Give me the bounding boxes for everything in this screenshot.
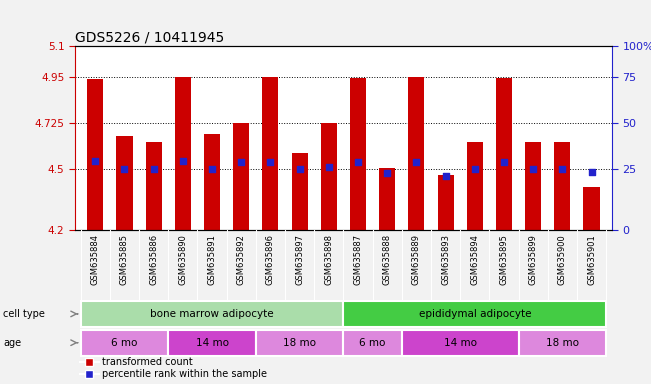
Point [324,164,334,170]
Bar [408,77,424,230]
Bar [256,330,344,356]
Bar [519,330,606,356]
Text: epididymal adipocyte: epididymal adipocyte [419,309,531,319]
Text: GSM635901: GSM635901 [587,234,596,285]
Text: GSM635893: GSM635893 [441,234,450,285]
Point [178,158,188,164]
Text: GSM635887: GSM635887 [353,234,363,285]
Bar [292,152,308,230]
Point [440,173,450,179]
Point [587,169,597,175]
Point [411,159,422,165]
Bar [81,301,344,327]
Text: GSM635888: GSM635888 [383,234,392,285]
Text: GSM635894: GSM635894 [470,234,479,285]
Text: 6 mo: 6 mo [359,338,386,348]
Bar [344,301,606,327]
Point [382,170,393,176]
Text: age: age [3,338,21,348]
Bar [175,77,191,230]
Text: GSM635896: GSM635896 [266,234,275,285]
Bar [262,77,279,230]
Point [207,166,217,172]
Text: GSM635891: GSM635891 [208,234,217,285]
Text: GSM635886: GSM635886 [149,234,158,285]
Bar [344,330,402,356]
Text: GSM635900: GSM635900 [558,234,567,285]
Text: GSM635898: GSM635898 [324,234,333,285]
Point [557,166,568,172]
Legend: transformed count, percentile rank within the sample: transformed count, percentile rank withi… [79,357,267,379]
Point [119,166,130,172]
Bar [437,175,454,230]
Point [294,166,305,172]
Text: GSM635889: GSM635889 [412,234,421,285]
Bar [379,168,395,230]
Text: GSM635890: GSM635890 [178,234,187,285]
Bar [402,330,519,356]
Text: GSM635885: GSM635885 [120,234,129,285]
Bar [81,330,168,356]
Bar [87,79,104,230]
Bar [467,142,483,230]
Text: 18 mo: 18 mo [546,338,579,348]
Point [148,166,159,172]
Bar [583,187,600,230]
Point [469,166,480,172]
Text: 6 mo: 6 mo [111,338,137,348]
Point [353,159,363,165]
Bar [146,142,161,230]
Text: cell type: cell type [3,309,45,319]
Point [265,159,275,165]
Point [499,159,509,165]
Bar [525,142,541,230]
Point [236,159,247,165]
Text: 14 mo: 14 mo [444,338,477,348]
Bar [204,134,220,230]
Text: GSM635884: GSM635884 [90,234,100,285]
Bar [321,123,337,230]
Text: GDS5226 / 10411945: GDS5226 / 10411945 [75,31,224,45]
Text: GSM635897: GSM635897 [295,234,304,285]
Bar [168,330,256,356]
Text: GSM635892: GSM635892 [237,234,245,285]
Text: GSM635899: GSM635899 [529,234,538,285]
Text: 18 mo: 18 mo [283,338,316,348]
Text: bone marrow adipocyte: bone marrow adipocyte [150,309,274,319]
Text: GSM635895: GSM635895 [499,234,508,285]
Point [528,166,538,172]
Bar [350,78,366,230]
Bar [496,78,512,230]
Bar [117,136,133,230]
Bar [554,142,570,230]
Bar [233,123,249,230]
Text: 14 mo: 14 mo [195,338,229,348]
Point [90,158,100,164]
